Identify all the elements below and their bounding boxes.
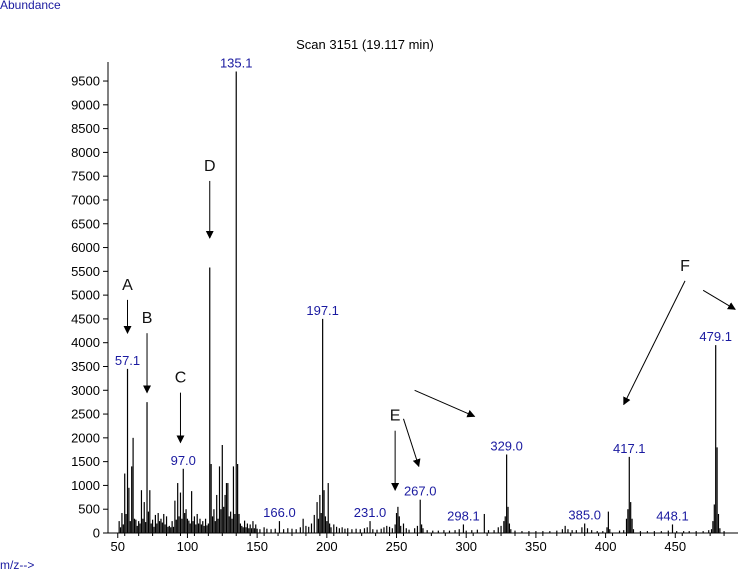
y-tick-label: 1500 (71, 454, 100, 469)
y-axis-label: Abundance (0, 0, 61, 12)
y-tick-label: 3000 (71, 383, 100, 398)
peak-label: 197.1 (306, 303, 339, 318)
annotation-label-b: B (142, 310, 153, 327)
peak-label: 385.0 (568, 507, 601, 522)
x-tick-label: 100 (177, 539, 199, 554)
annotation-label-f: F (680, 258, 690, 275)
peak-label: 267.0 (404, 484, 437, 499)
peak-label: 479.1 (699, 329, 732, 344)
y-tick-label: 5500 (71, 264, 100, 279)
y-tick-label: 9500 (71, 74, 100, 89)
x-axis-label: m/z--> (0, 558, 34, 570)
y-tick-label: 7500 (71, 169, 100, 184)
y-tick-label: 4000 (71, 335, 100, 350)
y-tick-label: 1000 (71, 478, 100, 493)
chart-title: Scan 3151 (19.117 min) (296, 37, 434, 52)
y-tick-label: 0 (93, 526, 100, 541)
y-tick-label: 8500 (71, 121, 100, 136)
annotation-arrow (702, 289, 736, 310)
annotation-label-a: A (122, 277, 133, 294)
peak-label: 135.1 (220, 56, 253, 71)
annotation-arrow (414, 389, 476, 418)
peak-label: 166.0 (263, 505, 296, 520)
annotation-arrow (623, 280, 686, 406)
x-tick-label: 350 (525, 539, 547, 554)
peak-label: 448.1 (656, 508, 689, 523)
y-tick-label: 8000 (71, 145, 100, 160)
y-tick-label: 2000 (71, 430, 100, 445)
peak-label: 231.0 (354, 505, 387, 520)
y-tick-label: 4500 (71, 311, 100, 326)
annotation-label-d: D (204, 158, 216, 175)
peak-label: 417.1 (613, 441, 646, 456)
y-tick-label: 7000 (71, 192, 100, 207)
x-tick-label: 300 (455, 539, 477, 554)
y-tick-label: 9000 (71, 97, 100, 112)
y-tick-label: 500 (78, 502, 100, 517)
peak-label: 298.1 (447, 508, 480, 523)
y-tick-label: 2500 (71, 407, 100, 422)
y-tick-label: 6500 (71, 216, 100, 231)
y-tick-label: 6000 (71, 240, 100, 255)
x-tick-label: 150 (246, 539, 268, 554)
annotation-arrow (403, 418, 421, 468)
peak-label: 97.0 (171, 453, 196, 468)
y-tick-label: 5000 (71, 288, 100, 303)
peak-label: 329.0 (490, 439, 523, 454)
annotation-label-e: E (390, 408, 401, 425)
x-tick-label: 400 (595, 539, 617, 554)
y-tick-label: 3500 (71, 359, 100, 374)
x-tick-label: 450 (664, 539, 686, 554)
x-tick-label: 200 (316, 539, 338, 554)
x-tick-label: 250 (386, 539, 408, 554)
annotation-label-c: C (175, 370, 187, 387)
peak-label: 57.1 (115, 353, 140, 368)
x-tick-label: 50 (111, 539, 125, 554)
